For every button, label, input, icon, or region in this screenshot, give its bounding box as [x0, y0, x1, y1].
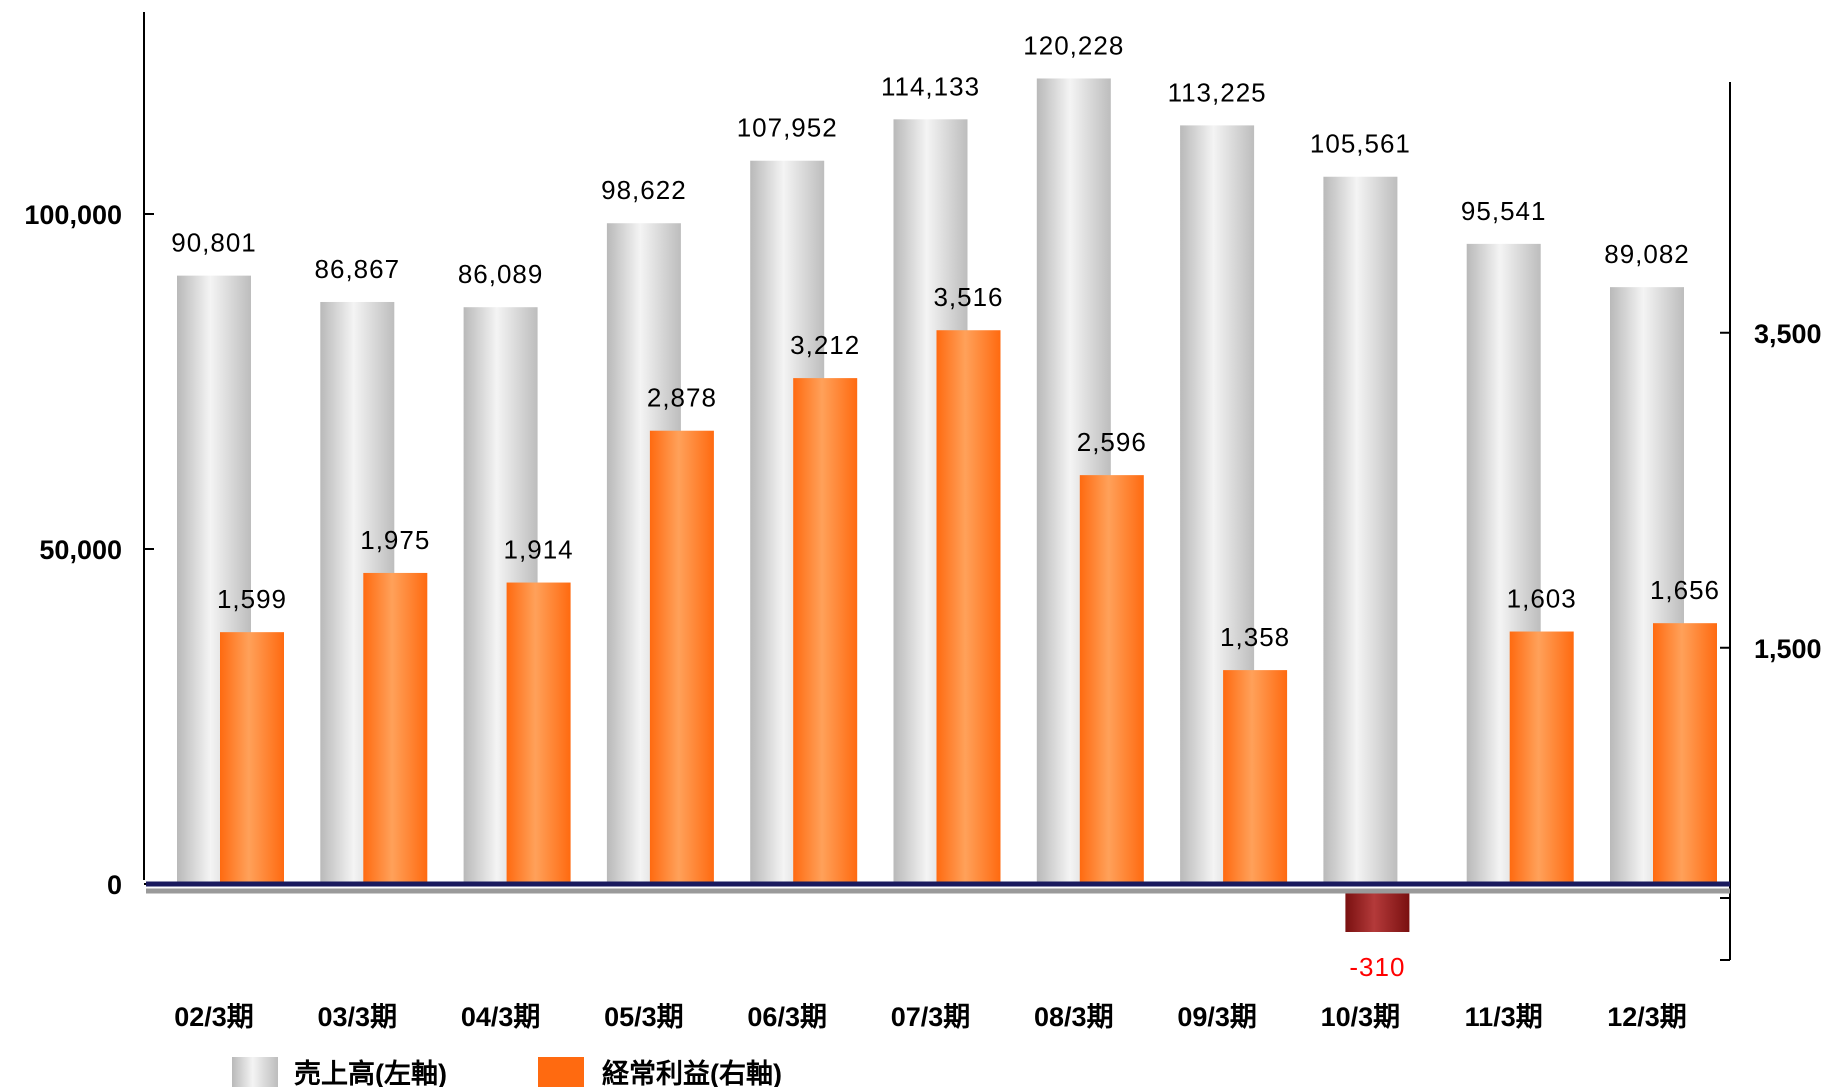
category-label: 12/3期 — [1607, 1002, 1687, 1032]
profit-data-label: 3,212 — [790, 330, 860, 360]
profit-data-label: 1,975 — [360, 525, 430, 555]
right-axis: 1,500 3,500 — [1720, 82, 1822, 961]
profit-data-label: 1,656 — [1650, 575, 1720, 605]
profit-bar — [1079, 475, 1144, 884]
sales-data-label: 107,952 — [737, 113, 838, 143]
profit-data-label: 1,914 — [504, 535, 574, 565]
profit-bar — [363, 572, 428, 884]
sales-data-label: 114,133 — [881, 71, 980, 101]
profit-bar — [220, 632, 284, 884]
legend-swatch-profit — [538, 1057, 584, 1087]
profit-data-label: 2,878 — [647, 383, 717, 413]
sales-data-label: 89,082 — [1604, 239, 1690, 269]
profit-bar — [793, 378, 858, 884]
profit-bar — [1653, 623, 1717, 884]
sales-data-label: 86,089 — [458, 259, 544, 289]
right-tick-label: 3,500 — [1754, 319, 1822, 349]
sales-data-labels: 90,801 86,867 86,089 98,622 107,952 114,133 12… — [171, 30, 1690, 289]
left-tick-label: 50,000 — [39, 535, 122, 565]
sales-data-label: 90,801 — [171, 228, 257, 258]
sales-data-label: 98,622 — [601, 175, 687, 205]
profit-bar-negative — [1345, 890, 1410, 932]
sales-data-label: 86,867 — [315, 254, 401, 284]
sales-data-label: 105,561 — [1310, 129, 1411, 159]
profit-data-labels: 1,599 1,975 1,914 2,878 3,212 3,516 2,596 1,358… — [217, 282, 1720, 982]
right-tick-label: 1,500 — [1754, 634, 1822, 664]
profit-bar — [936, 330, 1001, 885]
category-label: 02/3期 — [174, 1002, 254, 1032]
profit-data-label-negative: -310 — [1349, 952, 1405, 982]
profit-data-label: 1,599 — [217, 584, 287, 614]
right-axis-ticks: 1,500 3,500 — [1720, 319, 1822, 961]
profit-data-label: 3,516 — [933, 282, 1003, 312]
left-tick-label: 100,000 — [24, 200, 122, 230]
category-label: 06/3期 — [747, 1002, 827, 1032]
left-axis-ticks: 0 50,000 100,000 — [24, 200, 154, 900]
profit-bar — [1223, 670, 1288, 884]
left-axis: 0 50,000 100,000 — [24, 12, 154, 900]
category-label: 07/3期 — [891, 1002, 971, 1032]
legend-label-profit: 経常利益(右軸) — [602, 1058, 782, 1087]
left-tick-label: 0 — [107, 870, 122, 900]
sales-data-label: 95,541 — [1461, 196, 1547, 226]
category-label: 11/3期 — [1465, 1002, 1543, 1032]
sales-bar — [1323, 176, 1398, 884]
profit-bars — [220, 330, 1717, 932]
profit-bar — [649, 430, 714, 884]
category-label: 09/3期 — [1177, 1002, 1257, 1032]
legend-item-sales: 売上高(左軸) — [232, 1057, 447, 1087]
profit-data-label: 2,596 — [1077, 427, 1147, 457]
legend-swatch-sales — [232, 1057, 278, 1087]
profit-bar — [506, 582, 571, 884]
category-label: 04/3期 — [461, 1002, 541, 1032]
sales-data-label: 113,225 — [1168, 77, 1267, 107]
profit-data-label: 1,603 — [1507, 584, 1577, 614]
category-label: 05/3期 — [604, 1002, 684, 1032]
category-labels: 02/3期 03/3期 04/3期 05/3期 06/3期 07/3期 08/3期 09/3期… — [174, 1002, 1687, 1032]
legend: 売上高(左軸) 経常利益(右軸) — [232, 1057, 782, 1087]
sales-data-label: 120,228 — [1023, 30, 1124, 60]
profit-data-label: 1,358 — [1220, 622, 1290, 652]
legend-item-profit: 経常利益(右軸) — [538, 1057, 782, 1087]
category-label: 10/3期 — [1321, 1002, 1401, 1032]
category-label: 08/3期 — [1034, 1002, 1114, 1032]
category-label: 03/3期 — [318, 1002, 398, 1032]
profit-bar — [1509, 631, 1574, 884]
legend-label-sales: 売上高(左軸) — [294, 1058, 447, 1087]
baseline — [146, 881, 1730, 894]
